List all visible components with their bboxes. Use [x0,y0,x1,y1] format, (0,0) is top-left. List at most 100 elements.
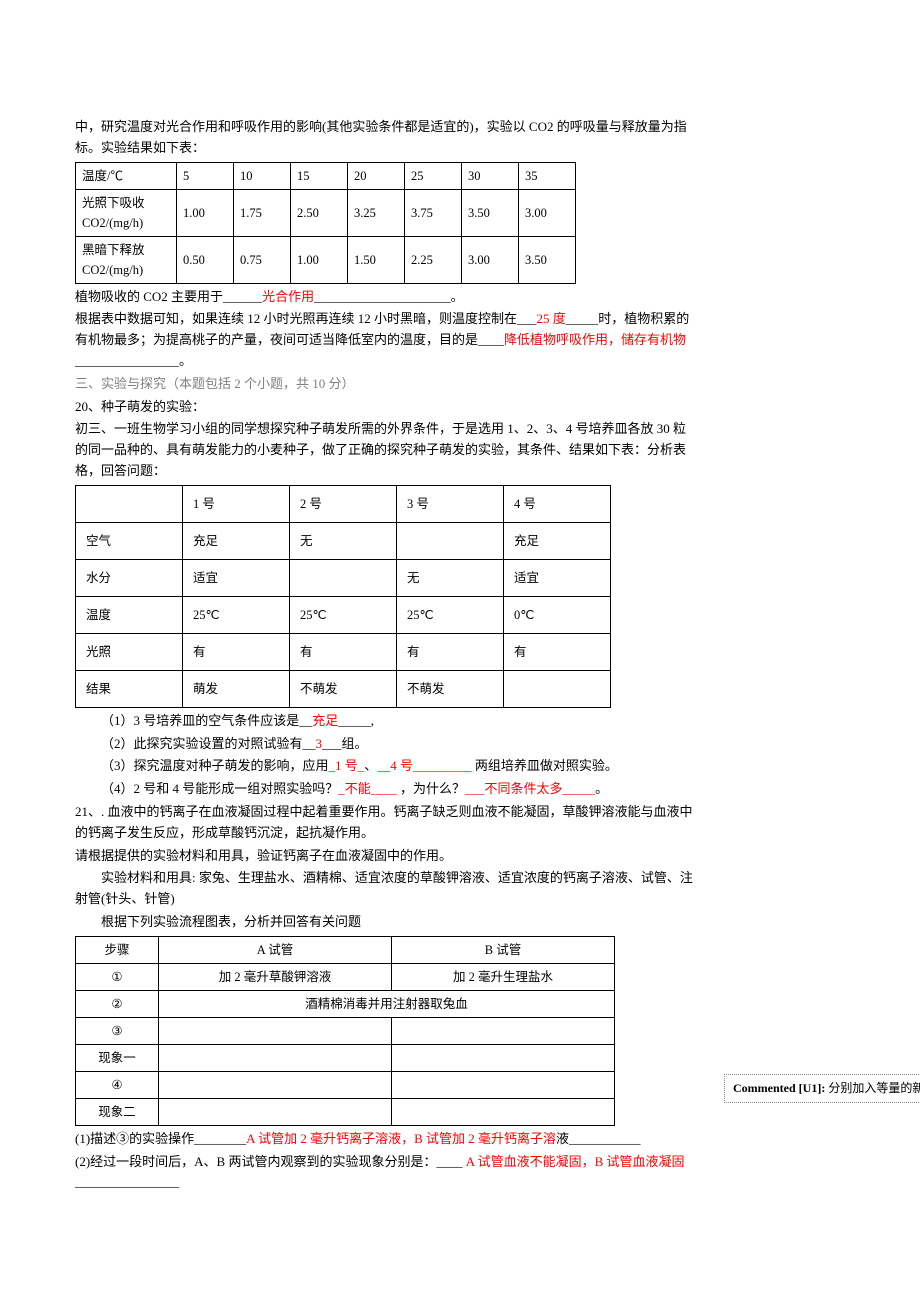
table-cell [397,522,504,559]
table-cell: 适宜 [504,559,611,596]
table-cell: 适宜 [183,559,290,596]
table-cell [159,1098,392,1125]
table-cell: 0.75 [234,236,291,283]
table-cell: 充足 [504,522,611,559]
table-cell: 3.25 [348,189,405,236]
document-page: 中，研究温度对光合作用和呼吸作用的影响(其他实验条件都是适宜的)，实验以 CO2… [0,0,770,1255]
table-cell: ④ [76,1071,159,1098]
table-cell [76,485,183,522]
answer-text: _1 号_ [329,758,365,773]
table-cell: 有 [504,633,611,670]
table-cell: 25℃ [183,596,290,633]
table-cell: 3.50 [519,236,576,283]
table-cell: 3.00 [462,236,519,283]
table-cell: 萌发 [183,670,290,707]
table-cell: A 试管 [159,936,392,963]
table-cell: 15 [291,162,348,189]
table-cell: 无 [397,559,504,596]
table-cell [159,1017,392,1044]
text: （2）此探究实验设置的对照试验有__ [101,736,316,751]
table-cell: 35 [519,162,576,189]
table-cell: 2.50 [291,189,348,236]
table-cell: 结果 [76,670,183,707]
table-cell: 25 [405,162,462,189]
table-cell: 1.00 [177,189,234,236]
table-cell: 现象一 [76,1044,159,1071]
table-cell: 3.75 [405,189,462,236]
table-cell: 空气 [76,522,183,559]
table-cell: ① [76,963,159,990]
q21-body2: 请根据提供的实验材料和用具，验证钙离子在血液凝固中的作用。 [75,846,695,867]
text: 两组培养皿做对照实验。 [472,758,618,773]
table-cell [290,559,397,596]
q20-sub1: （1）3 号培养皿的空气条件应该是__充足_____, [75,711,695,732]
table-cell: 充足 [183,522,290,559]
text: 植物吸收的 CO2 主要用于______ [75,289,262,304]
table-cell [159,1044,392,1071]
section-heading-3: 三、实验与探究（本题包括 2 个小题，共 10 分） [75,374,695,395]
text: 、 [364,758,377,773]
table-cell: 不萌发 [290,670,397,707]
table-cell: 25℃ [397,596,504,633]
q21-body1: 21、. 血液中的钙离子在血液凝固过程中起着重要作用。钙离子缺乏则血液不能凝固，… [75,802,695,844]
table-cell: 25℃ [290,596,397,633]
text: (1)描述③的实验操作________ [75,1131,246,1146]
table-cell: 0.50 [177,236,234,283]
table-cell: 4 号 [504,485,611,522]
table-cell [392,1098,615,1125]
table-cell: 2.25 [405,236,462,283]
table-cell: ③ [76,1017,159,1044]
table-cell: 无 [290,522,397,559]
table-cell: 3 号 [397,485,504,522]
table-cell: 10 [234,162,291,189]
table-cell: 1.00 [291,236,348,283]
table-cell [392,1017,615,1044]
table-cell: 1.50 [348,236,405,283]
table-cell: 有 [290,633,397,670]
answer-text: 25 度 [537,311,566,326]
table-cell: 步骤 [76,936,159,963]
answer-text: 充足 [312,713,338,728]
table-cell: 温度 [76,596,183,633]
answer-text: 降低植物呼吸作用，储存有机物 [504,332,686,347]
table-cell: 光照下吸收 CO2/(mg/h) [76,189,177,236]
table-cell: 5 [177,162,234,189]
table-cell: 加 2 毫升生理盐水 [392,963,615,990]
q21-sub1: (1)描述③的实验操作________A 试管加 2 毫升钙离子溶液，B 试管加… [75,1129,695,1150]
answer-text: ___不同条件太多_____ [465,781,595,796]
q20-sub4: （4）2 号和 4 号能形成一组对照实验吗？_不能____ ，为什么？___不同… [75,779,695,800]
text: (2)经过一段时间后，A、B 两试管内观察到的实验现象分别是：____ [75,1154,466,1169]
text: 液___________ [556,1131,641,1146]
q20-sub3: （3）探究温度对种子萌发的影响，应用_1 号_、__4 号_________ 两… [75,756,695,777]
table-cell: B 试管 [392,936,615,963]
table-germination: 1 号2 号3 号4 号空气充足无充足水分适宜无适宜温度25℃25℃25℃0℃光… [75,485,611,708]
q21-sub2: (2)经过一段时间后，A、B 两试管内观察到的实验现象分别是：____ A 试管… [75,1152,695,1194]
table-cell: 0℃ [504,596,611,633]
answer-text: __4 号_________ [377,758,471,773]
table-cell [392,1071,615,1098]
review-comment[interactable]: Commented [U1]: 分别加入等量的新鲜兔血 [724,1074,920,1103]
text: _____, [338,713,374,728]
comment-text: 分别加入等量的新鲜兔血 [825,1081,920,1095]
comment-label: Commented [U1]: [733,1081,825,1095]
table-cell: 黑暗下释放 CO2/(mg/h) [76,236,177,283]
answer-text: A 试管血液不能凝固，B 试管血液凝固 [466,1154,685,1169]
text: （1）3 号培养皿的空气条件应该是__ [101,713,312,728]
table-cell: 水分 [76,559,183,596]
text: 根据表中数据可知，如果连续 12 小时光照再连续 12 小时黑暗，则温度控制在_… [75,311,537,326]
table-cell: 有 [397,633,504,670]
table-cell: 光照 [76,633,183,670]
table-cell [159,1071,392,1098]
q21-body3: 实验材料和用具: 家兔、生理盐水、酒精棉、适宜浓度的草酸钾溶液、适宜浓度的钙离子… [75,868,695,910]
q-temp-control: 根据表中数据可知，如果连续 12 小时光照再连续 12 小时黑暗，则温度控制在_… [75,309,695,371]
table-cell: 加 2 毫升草酸钾溶液 [159,963,392,990]
text: ________________。 [75,353,192,368]
table-cell: 不萌发 [397,670,504,707]
text: （4）2 号和 4 号能形成一组对照实验吗？ [101,781,338,796]
table-cell: 3.50 [462,189,519,236]
table-cell [392,1044,615,1071]
table-cell: 现象二 [76,1098,159,1125]
table-cell: 20 [348,162,405,189]
answer-text: 光合作用 [262,289,314,304]
q-co2-use: 植物吸收的 CO2 主要用于______光合作用________________… [75,287,695,308]
